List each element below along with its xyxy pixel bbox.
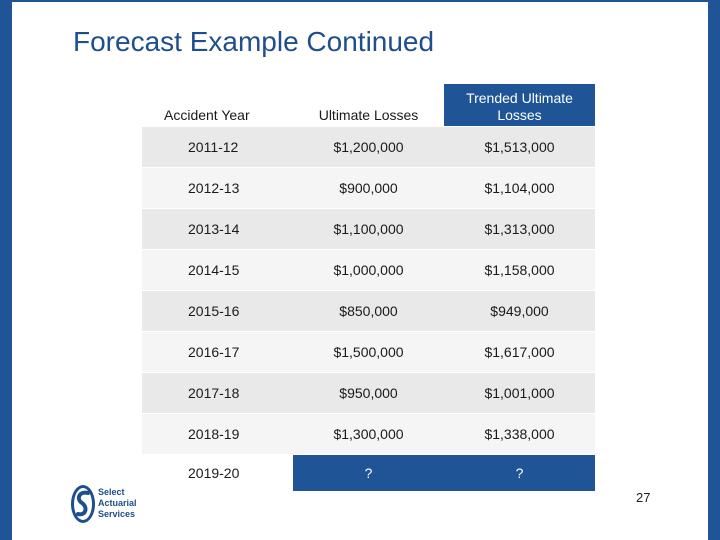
logo-mark-icon — [71, 485, 95, 523]
cell-trended-losses: $1,617,000 — [444, 331, 595, 373]
cell-accident-year: 2019-20 — [142, 454, 293, 491]
table-row: 2018-19 $1,300,000 $1,338,000 — [142, 413, 595, 455]
header-row: Accident Year Ultimate Losses Trended Ul… — [142, 84, 595, 127]
company-logo: Select Actuarial Services — [70, 484, 160, 524]
table-body: 2011-12 $1,200,000 $1,513,000 2012-13 $9… — [142, 126, 595, 491]
cell-trended-losses: $1,001,000 — [444, 372, 595, 414]
logo-line: Actuarial — [98, 498, 137, 508]
page-number: 27 — [636, 490, 651, 505]
header-accident-year: Accident Year — [142, 84, 293, 127]
logo-wordmark: Select Actuarial Services — [98, 487, 137, 520]
cell-ultimate-losses: $950,000 — [293, 372, 444, 414]
cell-trended-losses: $1,513,000 — [444, 126, 595, 168]
cell-ultimate-losses: $1,200,000 — [293, 126, 444, 168]
cell-ultimate-losses: $850,000 — [293, 290, 444, 332]
logo-line: Select — [98, 487, 125, 497]
cell-accident-year: 2018-19 — [142, 413, 293, 455]
cell-ultimate-losses: $1,000,000 — [293, 249, 444, 291]
table-row: 2012-13 $900,000 $1,104,000 — [142, 167, 595, 209]
cell-ultimate-losses: $1,300,000 — [293, 413, 444, 455]
top-rule — [0, 0, 720, 2]
cell-ultimate-losses: $900,000 — [293, 167, 444, 209]
cell-trended-losses: $1,338,000 — [444, 413, 595, 455]
cell-ultimate-losses: ? — [293, 454, 444, 491]
cell-ultimate-losses: $1,100,000 — [293, 208, 444, 250]
cell-accident-year: 2014-15 — [142, 249, 293, 291]
cell-trended-losses: $949,000 — [444, 290, 595, 332]
left-accent-bar — [0, 0, 12, 540]
logo-line: Services — [98, 509, 136, 519]
cell-accident-year: 2017-18 — [142, 372, 293, 414]
slide-title: Forecast Example Continued — [73, 26, 435, 57]
cell-trended-losses: $1,313,000 — [444, 208, 595, 250]
cell-accident-year: 2011-12 — [142, 126, 293, 168]
cell-ultimate-losses: $1,500,000 — [293, 331, 444, 373]
table-row: 2013-14 $1,100,000 $1,313,000 — [142, 208, 595, 250]
table-header: Accident Year Ultimate Losses Trended Ul… — [142, 84, 595, 127]
cell-trended-losses: $1,104,000 — [444, 167, 595, 209]
table-row: 2015-16 $850,000 $949,000 — [142, 290, 595, 332]
cell-accident-year: 2012-13 — [142, 167, 293, 209]
cell-trended-losses: ? — [444, 454, 595, 491]
forecast-row: 2019-20 ? ? — [142, 454, 595, 491]
right-accent-bar — [708, 0, 720, 540]
cell-trended-losses: $1,158,000 — [444, 249, 595, 291]
cell-accident-year: 2013-14 — [142, 208, 293, 250]
table-row: 2011-12 $1,200,000 $1,513,000 — [142, 126, 595, 168]
table-row: 2016-17 $1,500,000 $1,617,000 — [142, 331, 595, 373]
header-ultimate-losses: Ultimate Losses — [293, 84, 444, 127]
table-row: 2017-18 $950,000 $1,001,000 — [142, 372, 595, 414]
forecast-table: Accident Year Ultimate Losses Trended Ul… — [142, 84, 595, 491]
table-row: 2014-15 $1,000,000 $1,158,000 — [142, 249, 595, 291]
header-trended-ultimate-losses: Trended Ultimate Losses — [444, 84, 595, 127]
cell-accident-year: 2015-16 — [142, 290, 293, 332]
cell-accident-year: 2016-17 — [142, 331, 293, 373]
